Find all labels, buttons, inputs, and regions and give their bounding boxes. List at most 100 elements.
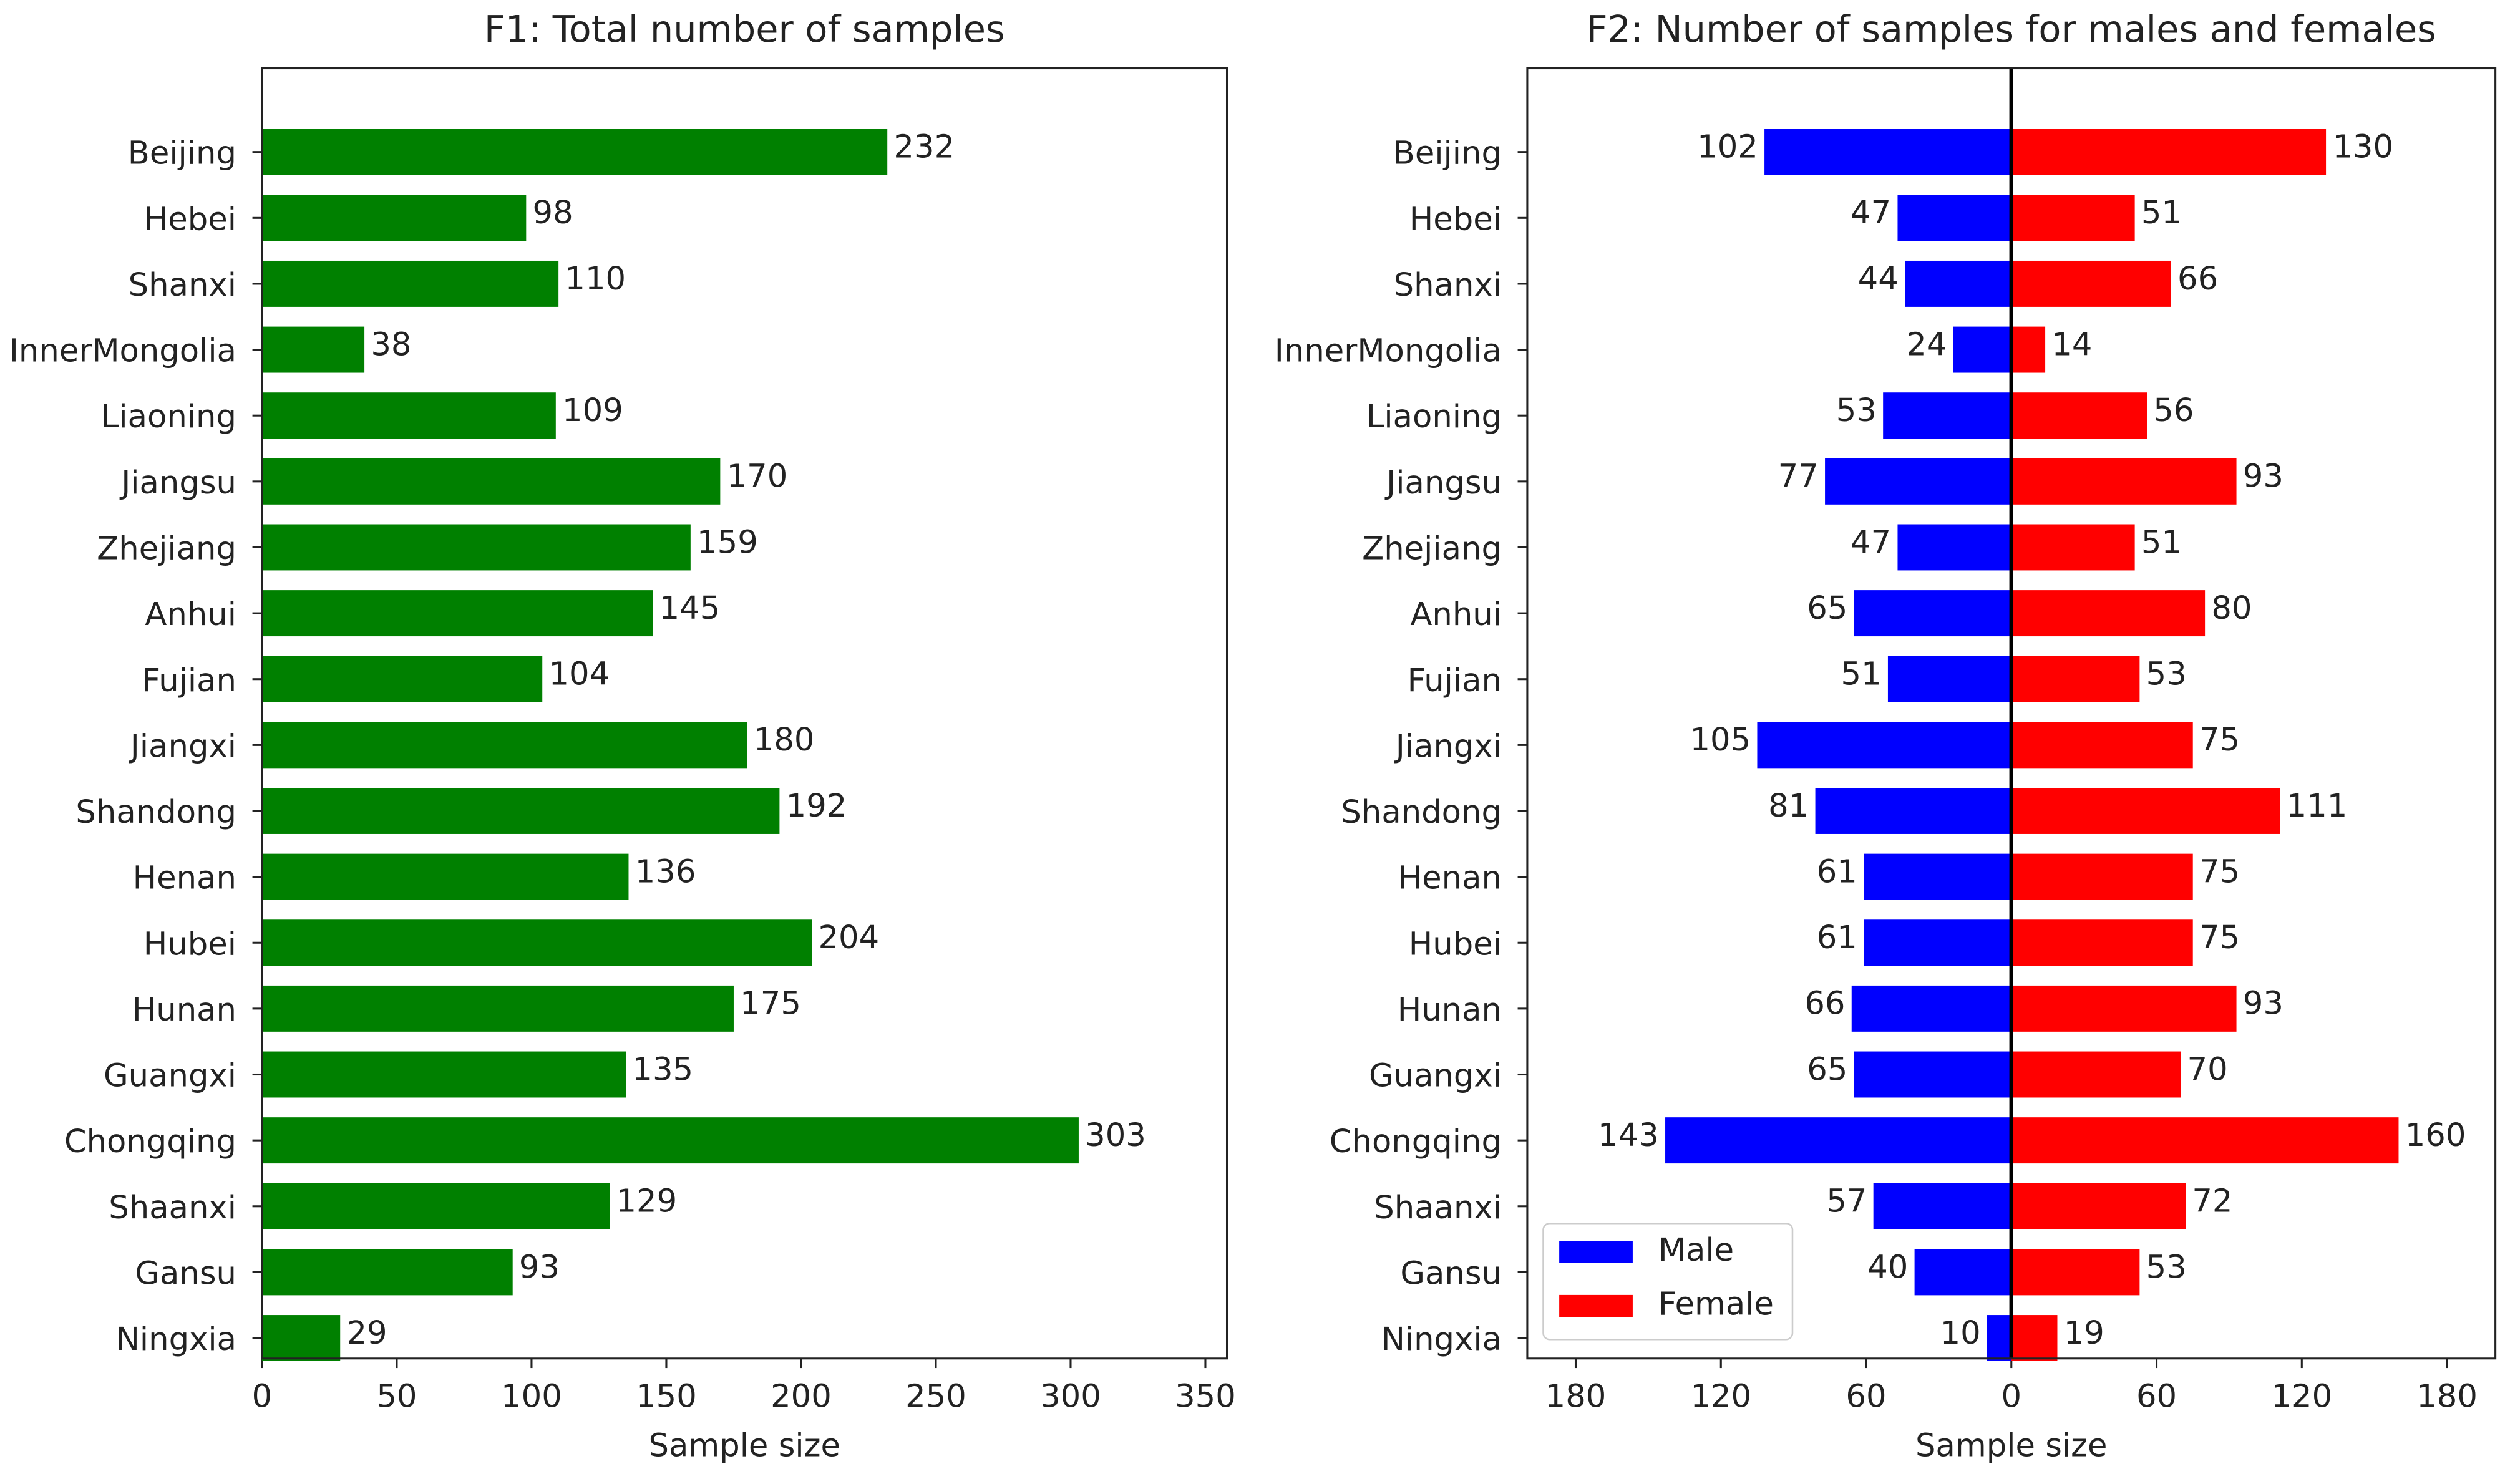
y-tick-label: Shaanxi <box>109 1190 236 1226</box>
bar <box>261 1183 610 1229</box>
bar <box>1825 458 2011 505</box>
x-tick-label: 350 <box>1175 1379 1236 1415</box>
bar <box>1864 919 2011 966</box>
x-tick-label: 50 <box>376 1379 417 1415</box>
value-label: 93 <box>519 1249 560 1286</box>
value-label: 130 <box>2332 129 2393 166</box>
bar <box>261 1051 626 1098</box>
bar <box>1897 195 2011 241</box>
bar <box>1815 788 2011 834</box>
y-tick-label: Hubei <box>1409 926 1502 963</box>
x-tick-label: 300 <box>1040 1379 1101 1415</box>
y-tick-label: InnerMongolia <box>1275 333 1502 370</box>
plot-frame <box>1526 67 2497 1360</box>
bar <box>261 458 721 505</box>
value-label: 129 <box>616 1183 677 1220</box>
y-tick-label: Chongqing <box>64 1123 236 1160</box>
chart-title: F1: Total number of samples <box>484 7 1005 51</box>
bar <box>261 919 812 966</box>
bar <box>2011 524 2135 571</box>
y-tick-label: InnerMongolia <box>9 333 236 370</box>
value-label: 145 <box>659 590 721 627</box>
value-label: 47 <box>1851 524 1891 561</box>
value-label: 61 <box>1817 854 1857 891</box>
bar <box>1887 656 2011 702</box>
y-tick-label: Hunan <box>1398 992 1502 1029</box>
bar <box>1864 853 2011 900</box>
value-label: 136 <box>635 854 696 891</box>
y-tick-label: Ningxia <box>1381 1321 1502 1358</box>
y-tick-label: Gansu <box>135 1256 236 1292</box>
value-label: 170 <box>727 458 788 495</box>
value-label: 38 <box>371 327 411 364</box>
value-label: 44 <box>1858 261 1899 298</box>
y-tick-label: Jiangsu <box>119 465 236 502</box>
legend-swatch <box>1559 1294 1633 1317</box>
bar <box>2011 195 2135 241</box>
y-tick-label: Shandong <box>1341 794 1502 831</box>
bar <box>2011 985 2237 1032</box>
value-label: 53 <box>2146 1249 2187 1286</box>
y-tick-label: Hebei <box>144 201 236 238</box>
y-tick-label: Shanxi <box>129 267 236 304</box>
value-label: 75 <box>2199 854 2240 891</box>
bar <box>2011 722 2193 769</box>
bar <box>2011 853 2193 900</box>
bar <box>2011 1117 2399 1164</box>
bar <box>2011 590 2206 637</box>
y-tick-label: Ningxia <box>116 1321 236 1358</box>
value-label: 75 <box>2199 919 2240 956</box>
bar <box>1897 524 2011 571</box>
x-tick-label: 150 <box>636 1379 697 1415</box>
y-tick-label: Beijing <box>128 135 236 172</box>
bar <box>261 788 780 834</box>
value-label: 66 <box>2177 261 2218 298</box>
bar <box>261 195 527 241</box>
y-tick-label: Beijing <box>1393 135 1502 172</box>
value-label: 111 <box>2287 788 2348 825</box>
x-tick-label: 60 <box>1846 1379 1886 1415</box>
value-label: 72 <box>2192 1183 2232 1220</box>
y-tick-label: Henan <box>1398 860 1502 897</box>
x-tick-label: 0 <box>252 1379 273 1415</box>
bar <box>2011 260 2171 307</box>
legend-label: Female <box>1658 1286 1774 1323</box>
y-tick-label: Guangxi <box>1369 1058 1502 1095</box>
bar <box>2011 656 2140 702</box>
x-tick-label: 200 <box>771 1379 832 1415</box>
bar <box>1883 392 2011 439</box>
x-tick-label: 250 <box>905 1379 966 1415</box>
value-label: 61 <box>1817 919 1857 956</box>
y-tick-label: Henan <box>133 860 236 897</box>
value-label: 75 <box>2199 722 2240 759</box>
y-tick-label: Shandong <box>75 794 236 831</box>
value-label: 65 <box>1807 1051 1847 1088</box>
bar <box>1854 1051 2011 1098</box>
value-label: 66 <box>1804 986 1845 1022</box>
bar <box>261 326 365 373</box>
bar <box>1665 1117 2011 1164</box>
y-tick-label: Jiangxi <box>129 729 236 765</box>
y-tick-label: Fujian <box>1408 662 1502 699</box>
bar <box>2011 326 2046 373</box>
value-label: 110 <box>565 261 626 298</box>
value-label: 143 <box>1598 1117 1659 1154</box>
bar <box>2011 1051 2181 1098</box>
bar <box>2011 458 2237 505</box>
value-label: 51 <box>2141 195 2182 231</box>
y-tick-label: Liaoning <box>101 399 236 435</box>
y-tick-label: Zhejiang <box>1362 531 1502 568</box>
value-label: 175 <box>740 986 801 1022</box>
bar <box>261 524 691 571</box>
value-label: 93 <box>2243 458 2284 495</box>
value-label: 65 <box>1807 590 1847 627</box>
x-axis-label: Sample size <box>648 1428 840 1465</box>
value-label: 192 <box>786 788 847 825</box>
bar <box>1987 1315 2011 1362</box>
bar <box>261 129 888 175</box>
plot-frame <box>261 67 1228 1360</box>
bar <box>1757 722 2011 769</box>
bar <box>1953 326 2011 373</box>
